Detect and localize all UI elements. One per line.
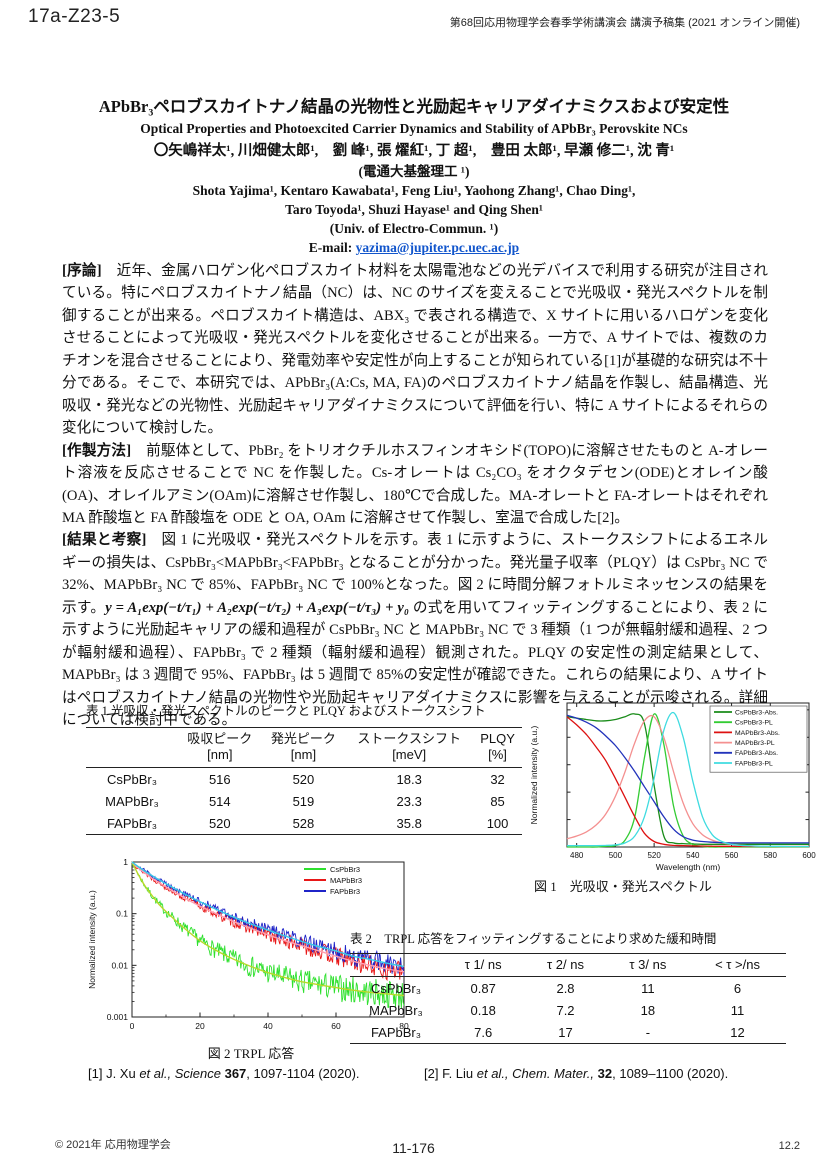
- email-line: E-mail: yazima@jupiter.pc.uec.ac.jp: [60, 238, 768, 257]
- affiliation-ja: (電通大基盤理工 ¹): [358, 164, 470, 179]
- reference-2: [2] F. Liu et al., Chem. Mater., 32, 108…: [424, 1066, 729, 1081]
- svg-text:MAPbBr3-PL: MAPbBr3-PL: [735, 740, 775, 747]
- svg-text:CsPbBr3-Abs.: CsPbBr3-Abs.: [735, 709, 778, 716]
- svg-text:0.01: 0.01: [111, 960, 128, 970]
- title-en: Optical Properties and Photoexcited Carr…: [140, 121, 688, 136]
- authors-en-line2: Taro Toyoda¹, Shuzi Hayase¹ and Qing She…: [285, 202, 543, 217]
- table-row: FAPbBr₃ 7.6 17 - 12: [350, 1021, 786, 1044]
- footer-page-number: 11-176: [392, 1140, 435, 1156]
- svg-text:480: 480: [570, 851, 584, 860]
- paragraph-introduction: [序論] 近年、金属ハロゲン化ペロブスカイト材料を太陽電池などの光デバイスで利用…: [62, 260, 768, 440]
- svg-text:MAPbBr3-Abs.: MAPbBr3-Abs.: [735, 730, 780, 737]
- svg-text:560: 560: [725, 851, 739, 860]
- table-row: CsPbBr₃ 516 520 18.3 32: [106, 771, 505, 787]
- footer-code: 12.2: [778, 1140, 800, 1152]
- paragraph-results: [結果と考察] 図 1 に光吸収・発光スペクトルを示す。表 1 に示すように、ス…: [62, 529, 768, 731]
- figure2-caption: 図 2 TRPL 応答: [207, 1046, 295, 1061]
- authors-ja: 〇矢嶋祥太¹, 川畑健太郎¹, 劉 峰¹, 張 燿紅¹, 丁 超¹, 豊田 太郎…: [153, 143, 675, 159]
- table1: 吸収ピーク [nm] 発光ピーク [nm] ストークスシフト [meV] PLQY [%…: [86, 727, 522, 835]
- email-link[interactable]: yazima@jupiter.pc.uec.ac.jp: [355, 240, 520, 255]
- svg-text:80: 80: [399, 1021, 409, 1031]
- svg-text:540: 540: [686, 851, 700, 860]
- table-row: MAPbBr₃ 514 519 23.3 85: [105, 793, 505, 809]
- title-block: APbBr₃ペロブスカイトナノ結晶の光物性と光励起キャリアダイナミクスおよび安定…: [60, 96, 768, 257]
- svg-text:CsPbBr3: CsPbBr3: [330, 865, 360, 874]
- svg-text:60: 60: [331, 1021, 341, 1031]
- table2-header-row: τ 1/ ns τ 2/ ns τ 3/ ns < τ >/ns: [350, 953, 786, 977]
- svg-text:600: 600: [802, 851, 816, 860]
- abstract-body: [序論] 近年、金属ハロゲン化ペロブスカイト材料を太陽電池などの光デバイスで利用…: [62, 260, 768, 732]
- table1-caption: 表 1 光吸収・発光スペクトルのピークと PLQY およびストークスシフト: [86, 704, 486, 718]
- section-head-results: [結果と考察]: [62, 532, 147, 549]
- table-row: CsPbBr₃ 0.87 2.8 11 6: [370, 980, 742, 996]
- paragraph-introduction-text: 近年、金属ハロゲン化ペロブスカイト材料を太陽電池などの光デバイスで利用する研究が…: [62, 263, 768, 437]
- reference-1: [1] J. Xu et al., Science 367, 1097-1104…: [88, 1066, 360, 1081]
- paper-id: 17a-Z23-5: [28, 6, 121, 27]
- paragraph-methods: [作製方法] 前駆体として、PbBr₂ をトリオクチルホスフィンオキシド(TOP…: [62, 440, 768, 530]
- table2-caption: 表 2 TRPL 応答をフィッティングすることにより求めた緩和時間: [350, 932, 717, 946]
- svg-text:500: 500: [609, 851, 623, 860]
- svg-text:Wavelength (nm): Wavelength (nm): [656, 862, 721, 872]
- trpl-decay-chart: 0 20 40 60 80 1 0.1 0.01 0.001 Normalized intensi…: [87, 857, 409, 1031]
- svg-text:Normalized intensity (a.u.): Normalized intensity (a.u.): [87, 890, 97, 989]
- svg-text:FAPbBr3-Abs.: FAPbBr3-Abs.: [735, 750, 778, 757]
- svg-text:0.001: 0.001: [107, 1012, 129, 1022]
- proceedings-title: 第68回応用物理学会春季学術講演会 講演予稿集 (2021 オンライン開催): [449, 17, 800, 29]
- svg-text:20: 20: [195, 1021, 205, 1031]
- table-row: MAPbBr₃ 0.18 7.2 18 11: [369, 1002, 745, 1018]
- figure1-caption: 図 1 光吸収・発光スペクトル: [534, 879, 712, 894]
- table-row: FAPbBr₃ 520 528 35.8 100: [86, 812, 522, 835]
- svg-text:Normalized intensity (a.u.): Normalized intensity (a.u.): [529, 725, 539, 824]
- absorption-pl-spectra-chart: 480 500 520 540 560 580 600 Wavelength (nm) Norm…: [529, 702, 816, 872]
- email-label: E-mail:: [308, 240, 356, 255]
- svg-text:580: 580: [764, 851, 778, 860]
- svg-text:40: 40: [263, 1021, 273, 1031]
- footer-copyright: © 2021年 応用物理学会: [55, 1139, 171, 1151]
- section-head-introduction: [序論]: [62, 263, 102, 279]
- table1-header-row: 吸収ピーク [nm] 発光ピーク [nm] ストークスシフト [meV] PLQY [%…: [86, 727, 522, 768]
- paragraph-results-text-b: の式を用いてフィッティングすることにより、表 2 に示すように光励起キャリアの緩…: [62, 599, 768, 729]
- fitting-equation: y = A₁exp(−t/τ₁) + A₂exp(−t/τ₂) + A₃exp(…: [105, 599, 409, 616]
- authors-en-line1: Shota Yajima¹, Kentaro Kawabata¹, Feng L…: [192, 183, 636, 198]
- svg-text:CsPbBr3-PL: CsPbBr3-PL: [735, 720, 773, 727]
- paragraph-methods-text: 前駆体として、PbBr₂ をトリオクチルホスフィンオキシド(TOPO)に溶解させ…: [62, 442, 768, 526]
- svg-text:MAPbBr3: MAPbBr3: [330, 876, 362, 885]
- affiliation-en: (Univ. of Electro-Commun. ¹): [329, 221, 499, 236]
- paragraph-results-text-a: 図 1 に光吸収・発光スペクトルを示す。表 1 に示すように、ストークスシフトに…: [62, 532, 768, 616]
- svg-text:0.1: 0.1: [116, 909, 128, 919]
- svg-text:FAPbBr3-PL: FAPbBr3-PL: [735, 760, 773, 767]
- svg-text:0: 0: [130, 1021, 135, 1031]
- svg-text:FAPbBr3: FAPbBr3: [330, 887, 360, 896]
- svg-text:520: 520: [647, 851, 661, 860]
- section-head-methods: [作製方法]: [62, 442, 132, 459]
- table2: τ 1/ ns τ 2/ ns τ 3/ ns < τ >/ns CsPbBr₃…: [350, 953, 786, 1044]
- title-ja: APbBr₃ペロブスカイトナノ結晶の光物性と光励起キャリアダイナミクスおよび安定…: [98, 97, 730, 116]
- svg-text:1: 1: [123, 857, 128, 867]
